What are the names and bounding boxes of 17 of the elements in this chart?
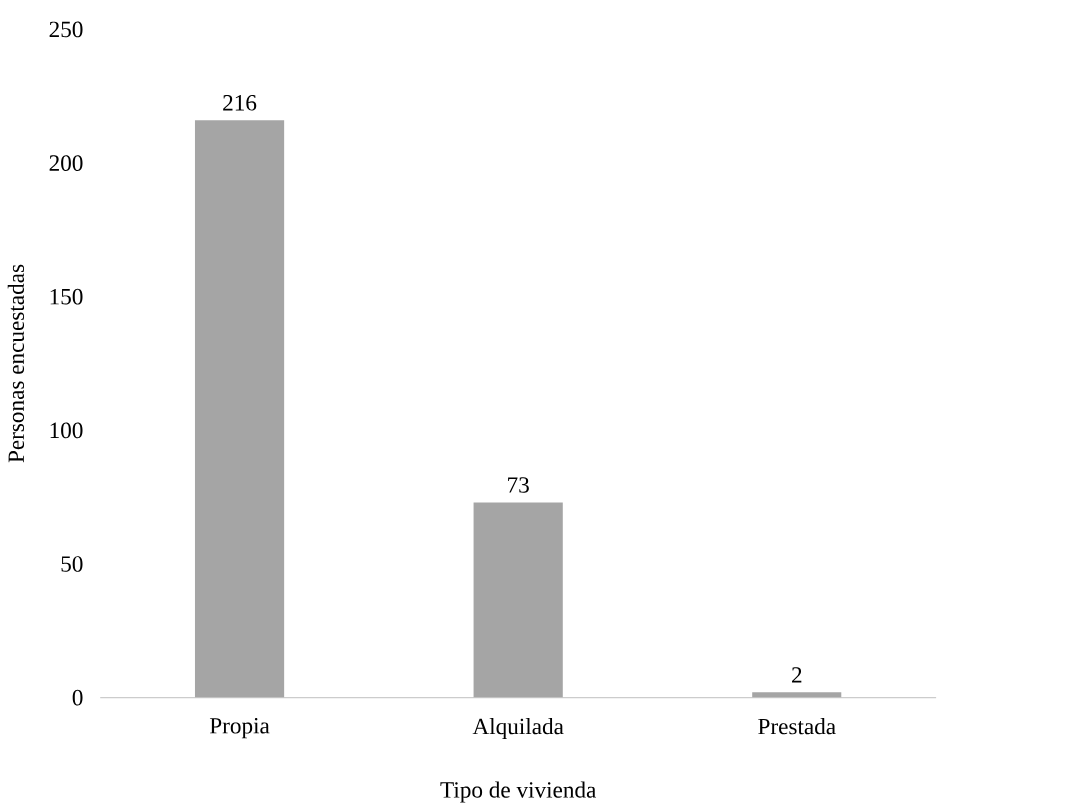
y-tick-label: 100 (50, 422, 83, 439)
y-tick-label: 0 (72, 689, 83, 706)
x-tick-label: Prestada (758, 718, 836, 735)
y-tick-label: 250 (49, 21, 83, 38)
bar (752, 692, 842, 698)
y-tick-label: 150 (50, 288, 83, 305)
bar (194, 120, 285, 698)
y-axis-title: Personas encuestadas (7, 264, 25, 463)
x-tick-label: Alquilada (472, 718, 564, 740)
data-label: 73 (508, 477, 529, 493)
data-label: 216 (223, 95, 257, 111)
y-tick-label: 200 (49, 155, 83, 171)
x-tick-label: Propia (209, 718, 270, 739)
y-tick-label: 50 (61, 556, 83, 572)
x-axis-title: Tipo de vivienda (440, 781, 597, 803)
data-label: 2 (792, 667, 802, 683)
bar (473, 502, 563, 698)
